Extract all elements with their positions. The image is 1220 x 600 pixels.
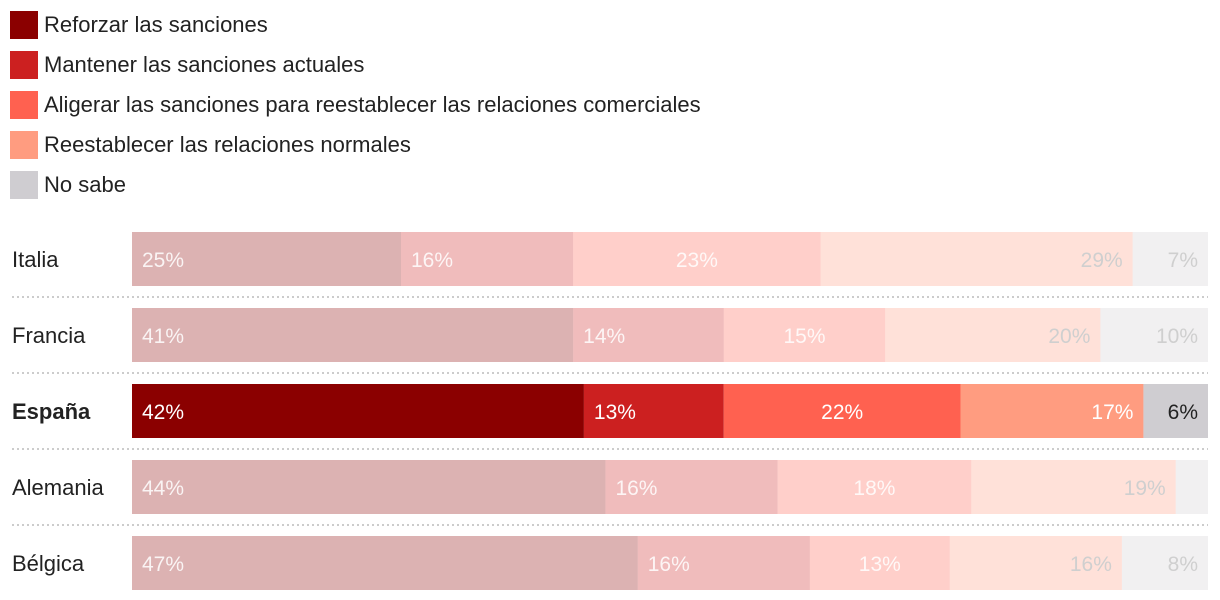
bar-segment xyxy=(885,308,1101,362)
data-label: 23% xyxy=(676,249,718,272)
legend-label: Reestablecer las relaciones normales xyxy=(44,132,411,157)
bar-segment xyxy=(820,232,1133,286)
category-label: Alemania xyxy=(12,475,104,500)
legend-label: Mantener las sanciones actuales xyxy=(44,52,365,77)
data-label: 10% xyxy=(1156,325,1198,348)
legend-swatch-reforzar xyxy=(10,11,38,39)
bar-segment xyxy=(777,460,972,514)
data-label: 19% xyxy=(1124,477,1166,500)
legend-item-nosabe: No sabe xyxy=(10,170,910,199)
data-label: 16% xyxy=(615,477,657,500)
data-label: 16% xyxy=(411,249,453,272)
category-label: Italia xyxy=(12,247,59,272)
bar-segment xyxy=(1175,460,1208,514)
data-label: 42% xyxy=(142,401,184,424)
bar-segment xyxy=(1143,384,1208,438)
data-label: 47% xyxy=(142,553,184,576)
bar-segment xyxy=(132,384,584,438)
bar-segment xyxy=(401,232,574,286)
legend-label: Aligerar las sanciones para reestablecer… xyxy=(44,92,701,117)
bar-segment xyxy=(132,308,574,362)
category-label: España xyxy=(12,399,91,424)
bar-segment xyxy=(573,232,821,286)
data-label: 7% xyxy=(1168,249,1198,272)
category-label: Francia xyxy=(12,323,86,348)
legend-item-aligerar: Aligerar las sanciones para reestablecer… xyxy=(10,90,910,119)
data-label: 29% xyxy=(1081,249,1123,272)
data-label: 25% xyxy=(142,249,184,272)
bar-segment xyxy=(637,536,810,590)
data-label: 41% xyxy=(142,325,184,348)
data-label: 16% xyxy=(1070,553,1112,576)
bar-segment xyxy=(573,308,724,362)
data-label: 18% xyxy=(853,477,895,500)
legend-item-restablecer: Reestablecer las relaciones normales xyxy=(10,130,910,159)
data-label: 8% xyxy=(1168,553,1198,576)
bar-segment xyxy=(132,536,638,590)
data-label: 44% xyxy=(142,477,184,500)
bar-segment xyxy=(960,384,1144,438)
bar-segment xyxy=(583,384,724,438)
data-label: 13% xyxy=(594,401,636,424)
data-label: 6% xyxy=(1168,401,1198,424)
data-label: 22% xyxy=(821,401,863,424)
data-label: 15% xyxy=(783,325,825,348)
legend-swatch-nosabe xyxy=(10,171,38,199)
data-label: 14% xyxy=(583,325,625,348)
data-label: 16% xyxy=(648,553,690,576)
data-label: 17% xyxy=(1091,401,1133,424)
bar-segment xyxy=(949,536,1122,590)
bar-segment xyxy=(132,232,401,286)
bar-segment xyxy=(971,460,1176,514)
legend-label: Reforzar las sanciones xyxy=(44,12,268,37)
bar-segment xyxy=(1100,308,1208,362)
data-label: 20% xyxy=(1048,325,1090,348)
bar-segment xyxy=(1121,536,1208,590)
legend-swatch-aligerar xyxy=(10,91,38,119)
category-label: Bélgica xyxy=(12,551,85,576)
bar-segment xyxy=(132,460,606,514)
legend-item-mantener: Mantener las sanciones actuales xyxy=(10,50,910,79)
bar-segment xyxy=(723,384,961,438)
bar-segment xyxy=(605,460,778,514)
bar-segment xyxy=(723,308,886,362)
legend-swatch-mantener xyxy=(10,51,38,79)
legend-label: No sabe xyxy=(44,172,126,197)
legend-item-reforzar: Reforzar las sanciones xyxy=(10,10,910,39)
data-label: 13% xyxy=(859,553,901,576)
bar-segment xyxy=(809,536,950,590)
legend-swatch-restablecer xyxy=(10,131,38,159)
bar-segment xyxy=(1132,232,1208,286)
